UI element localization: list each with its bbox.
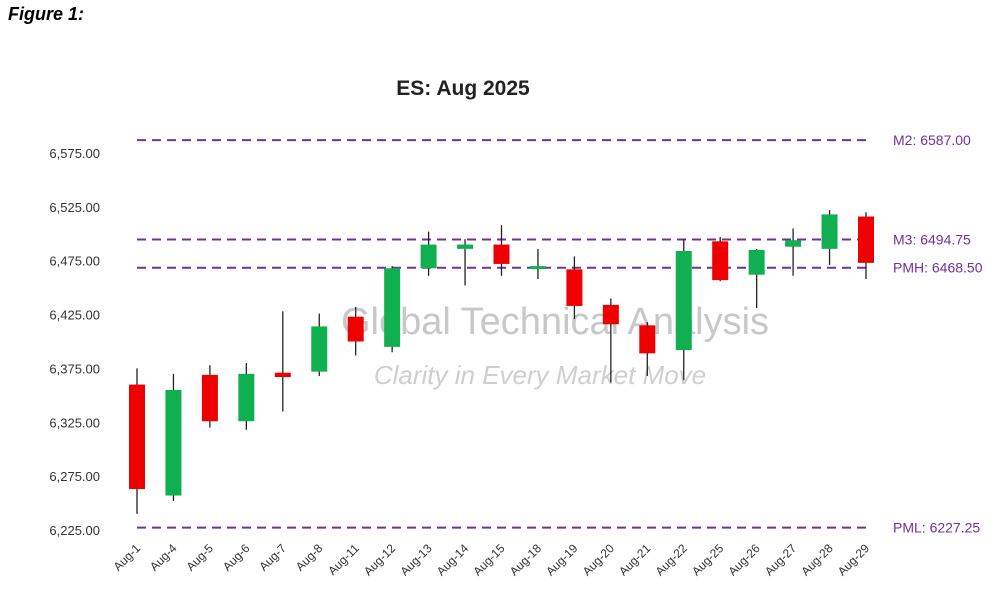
y-tick-label: 6,325.00 [49,415,100,430]
x-tick-label: Aug-12 [361,541,398,578]
x-tick-label: Aug-19 [543,541,580,578]
y-tick-label: 6,225.00 [49,523,100,538]
watermark-line1: Global Technical Analysis [341,301,769,343]
x-tick-label: Aug-18 [507,541,544,578]
y-tick-label: 6,375.00 [49,361,100,376]
x-axis: Aug-1 Aug-4 Aug-5 Aug-6 Aug-7 Aug-8 Aug-11 Aug-… [111,541,873,578]
y-tick-label: 6,475.00 [49,254,100,269]
candle-body-down [129,384,145,490]
x-tick-label: Aug-8 [293,541,326,574]
x-tick-label: Aug-15 [470,541,507,578]
x-tick-label: Aug-7 [256,541,289,574]
x-tick-label: Aug-11 [325,541,362,578]
level-label: PML: 6227.25 [893,520,980,536]
x-tick-label: Aug-25 [689,541,726,578]
level-label: M3: 6494.75 [893,231,971,247]
candle-body-up [748,249,765,275]
watermark: Global Technical Analysis Clarity in Eve… [341,301,769,390]
x-tick-label: Aug-22 [653,541,690,578]
x-tick-label: Aug-13 [397,541,434,578]
x-tick-label: Aug-6 [220,541,253,574]
candle-body-up [311,326,328,372]
candle-body-down [201,374,218,422]
candle-body-up [785,240,802,247]
y-tick-label: 6,425.00 [49,308,100,323]
candle-body-down [639,325,656,354]
chart-title: ES: Aug 2025 [396,77,530,100]
candle-body-down [493,244,510,264]
candle-body-up [165,389,182,496]
y-axis: 6,225.00 6,275.00 6,325.00 6,375.00 6,425.00… [49,146,100,538]
candle-body-down [712,241,729,281]
level-label: M2: 6587.00 [893,132,971,148]
candles [129,210,874,514]
x-tick-label: Aug-1 [111,541,144,574]
candle-body-down [602,304,619,325]
reference-levels: M2: 6587.00 M3: 6494.75 PMH: 6468.50 PML: 6… [137,132,983,536]
x-tick-label: Aug-28 [798,541,835,578]
candle-body-up [420,244,437,269]
x-tick-label: Aug-27 [762,541,799,578]
watermark-line2: Clarity in Every Market Move [374,360,706,390]
x-tick-label: Aug-26 [726,541,763,578]
x-tick-label: Aug-20 [580,541,617,578]
candle-body-down [274,372,291,378]
candle-body-down [347,316,364,342]
y-tick-label: 6,275.00 [49,469,100,484]
figure-label: Figure 1: [8,4,85,24]
candle-body-down [858,216,874,263]
candle-body-up [529,266,546,270]
level-label: PMH: 6468.50 [893,260,983,276]
x-tick-label: Aug-5 [183,541,216,574]
x-tick-label: Aug-4 [147,541,180,574]
candle-body-up [384,268,401,347]
x-tick-label: Aug-14 [434,541,471,578]
x-tick-label: Aug-29 [835,541,872,578]
y-tick-label: 6,575.00 [49,146,100,161]
candle-body-up [675,251,692,351]
x-tick-label: Aug-21 [616,541,653,578]
candle-body-up [821,214,838,249]
candle-body-up [457,244,474,249]
candle-body-down [566,269,583,306]
y-tick-label: 6,525.00 [49,200,100,215]
candle-body-up [238,373,255,422]
